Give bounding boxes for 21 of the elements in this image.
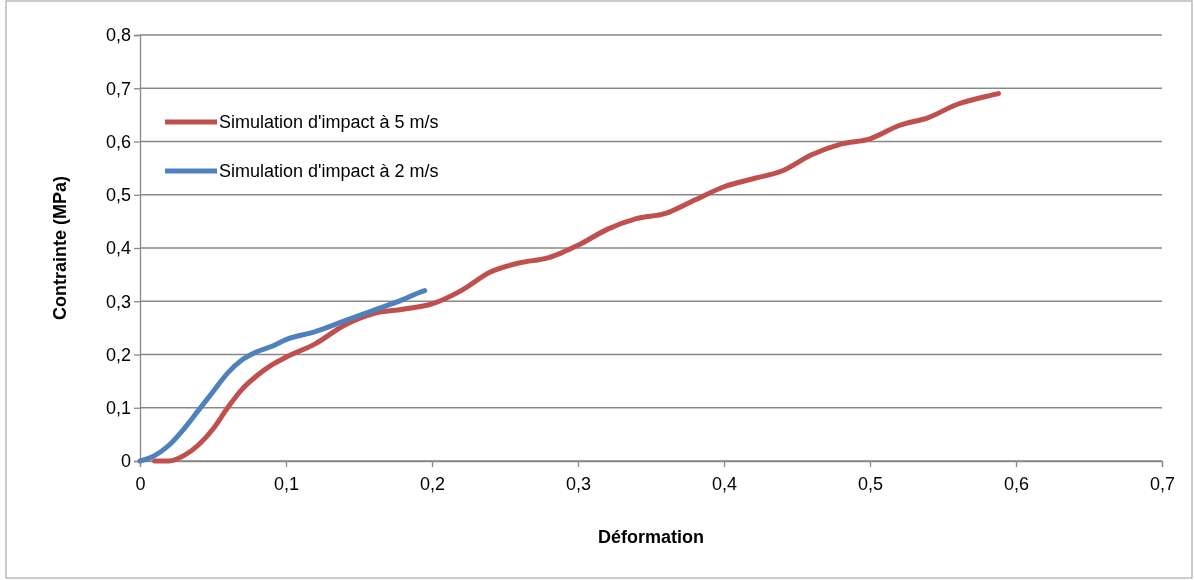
y-axis-title: Contrainte (MPa) [50,175,70,320]
y-tick-label: 0,4 [105,238,131,259]
legend-label: Simulation d'impact à 5 m/s [219,112,439,133]
x-tick-label: 0,4 [711,473,738,494]
y-tick-label: 0,6 [105,131,131,152]
x-tick-label: 0,7 [1149,473,1176,494]
x-tick-label: 0 [135,473,146,494]
y-tick-label: 0,2 [105,344,131,365]
x-axis-title: Déformation [597,527,705,547]
x-tick-label: 0,6 [1003,473,1030,494]
x-tick-label: 0,5 [857,473,884,494]
y-tick-label: 0,8 [105,25,131,46]
y-tick-label: 0 [120,451,131,472]
y-tick-label: 0,7 [105,78,131,99]
x-tick-label: 0,3 [565,473,592,494]
legend-label: Simulation d'impact à 2 m/s [219,161,439,182]
y-tick-label: 0,3 [105,291,131,312]
x-tick-label: 0,1 [273,473,300,494]
x-tick-label: 0,2 [419,473,446,494]
y-tick-label: 0,5 [105,185,131,206]
y-tick-label: 0,1 [105,398,131,419]
